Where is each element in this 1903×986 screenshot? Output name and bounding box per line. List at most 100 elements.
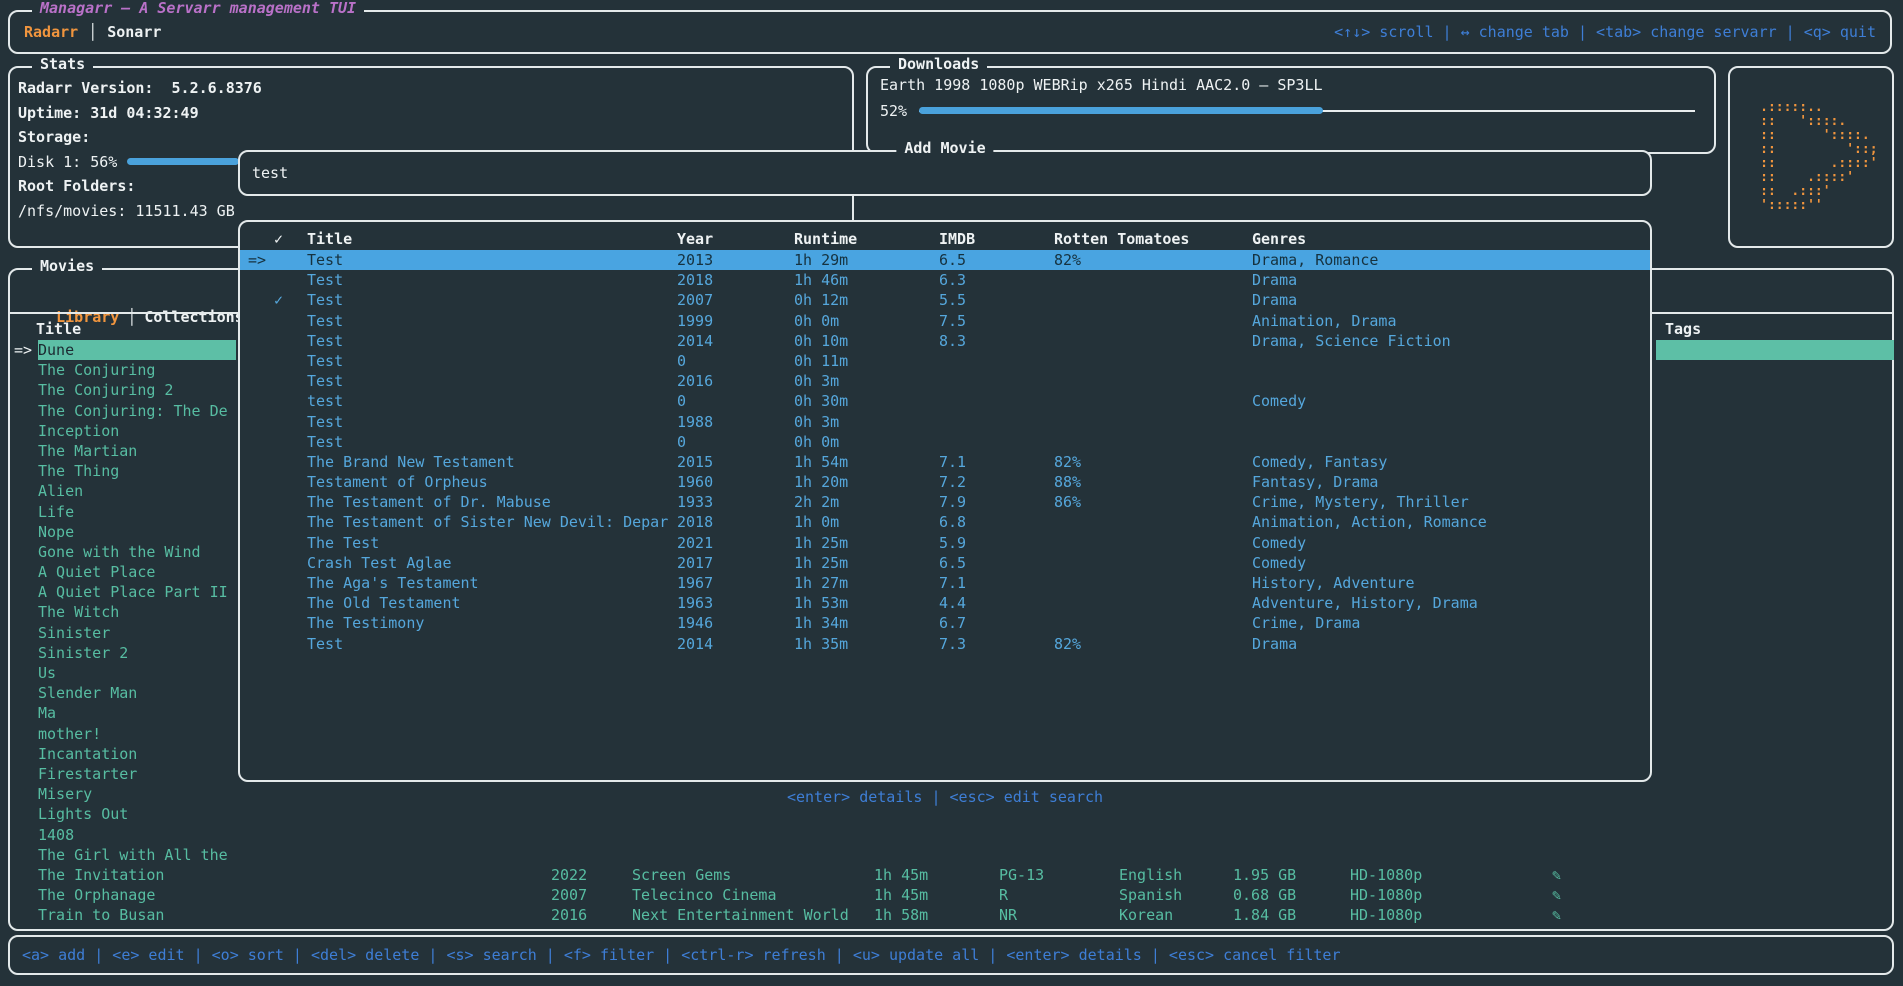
library-movie-item[interactable]: Gone with the Wind [10, 542, 236, 562]
library-movie-item[interactable]: Nope [10, 522, 236, 542]
library-movie-item[interactable]: The Martian [10, 441, 236, 461]
result-row[interactable]: Test 0 0h 11m [240, 351, 1650, 371]
result-year: 0 [677, 432, 687, 451]
result-row[interactable]: Test 1988 0h 3m [240, 412, 1650, 432]
selection-arrow [248, 512, 274, 532]
movie-title: The Thing [38, 462, 120, 481]
result-row[interactable]: Test 2016 0h 3m [240, 371, 1650, 391]
selection-arrow [10, 441, 38, 461]
result-imdb: 7.2 [939, 473, 967, 492]
result-row[interactable]: The Testament of Sister New Devil: Depar… [240, 512, 1650, 532]
library-table-row[interactable]: 2022 Screen Gems 1h 45m PG-13 English 1.… [551, 865, 1592, 885]
result-row[interactable]: Test 0 0h 0m [240, 432, 1650, 452]
result-row[interactable]: Test 2014 0h 10m 8.3 Drama, Science Fict… [240, 331, 1650, 351]
result-year: 2007 [677, 291, 714, 310]
result-rotten-tomatoes [1054, 432, 1252, 452]
result-year: 2017 [677, 553, 714, 572]
selection-arrow [10, 905, 38, 925]
download-item[interactable]: Earth 1998 1080p WEBRip x265 Hindi AAC2.… [880, 76, 1323, 94]
add-movie-title: Add Movie [896, 139, 994, 157]
added-check-icon [274, 250, 307, 270]
movie-title: Sinister 2 [38, 643, 129, 662]
result-title: Test [307, 291, 344, 310]
disk-usage-gauge [127, 157, 327, 166]
result-row[interactable]: The Test 2021 1h 25m 5.9 Comedy [240, 533, 1650, 553]
library-movie-item[interactable]: 1408 [10, 825, 236, 845]
selection-arrow [10, 764, 38, 784]
library-movie-item[interactable]: Firestarter [10, 764, 236, 784]
result-row[interactable]: Test 2014 1h 35m 7.3 82% Drama [240, 634, 1650, 654]
result-row[interactable]: Testament of Orpheus 1960 1h 20m 7.2 88%… [240, 472, 1650, 492]
result-row[interactable]: ✓ Test 2007 0h 12m 5.5 Drama [240, 290, 1650, 310]
search-input[interactable]: test [252, 164, 289, 182]
rotten-tomatoes-column-header: Rotten Tomatoes [1054, 230, 1190, 248]
result-row[interactable]: test 0 0h 30m Comedy [240, 391, 1650, 411]
library-movie-item[interactable]: => Dune [10, 340, 236, 361]
library-movie-item[interactable]: Inception [10, 421, 236, 441]
result-row[interactable]: Test 1999 0h 0m 7.5 Animation, Drama [240, 311, 1650, 331]
library-movie-item[interactable]: mother! [10, 724, 236, 744]
added-check-icon [274, 472, 307, 492]
library-table-row[interactable]: 2007 Telecinco Cinema 1h 45m R Spanish 0… [551, 885, 1592, 905]
result-runtime: 0h 3m [794, 412, 840, 431]
library-movie-item[interactable]: The Invitation [10, 865, 236, 885]
selection-arrow [10, 481, 38, 501]
library-movie-item[interactable]: The Girl with All the [10, 845, 236, 865]
selection-arrow [248, 452, 274, 472]
library-movie-item[interactable]: Alien [10, 481, 236, 501]
result-row[interactable]: The Aga's Testament 1967 1h 27m 7.1 Hist… [240, 573, 1650, 593]
result-row[interactable]: Crash Test Aglae 2017 1h 25m 6.5 Comedy [240, 553, 1650, 573]
library-movie-item[interactable]: Ma [10, 703, 236, 723]
result-row[interactable]: The Testament of Dr. Mabuse 1933 2h 2m 7… [240, 492, 1650, 512]
result-row[interactable]: => Test 2013 1h 29m 6.5 82% Drama, Roman… [240, 250, 1650, 271]
result-row[interactable]: The Old Testament 1963 1h 53m 4.4 Advent… [240, 593, 1650, 613]
selected-row-tags-cell[interactable] [1656, 340, 1894, 360]
selection-arrow [10, 421, 38, 441]
library-table-row[interactable]: 2016 Next Entertainment World 1h 58m NR … [551, 905, 1592, 925]
library-movie-item[interactable]: A Quiet Place Part II [10, 582, 236, 602]
result-genres: Crime, Drama [1252, 614, 1361, 633]
movie-title: A Quiet Place Part II [38, 583, 228, 602]
year-column-header: Year [677, 230, 714, 248]
library-movie-item[interactable]: Slender Man [10, 683, 236, 703]
added-check-icon: ✓ [274, 291, 284, 310]
movie-title: Inception [38, 421, 120, 440]
library-movie-item[interactable]: Sinister [10, 623, 236, 643]
selection-arrow [248, 553, 274, 573]
library-movie-item[interactable]: Lights Out [10, 804, 236, 824]
movie-year: 2022 [551, 866, 588, 884]
result-rotten-tomatoes [1054, 593, 1252, 613]
library-movie-item[interactable]: The Conjuring 2 [10, 380, 236, 400]
result-runtime: 2h 2m [794, 493, 840, 512]
tab-radarr[interactable]: Radarr [24, 23, 79, 41]
movie-quality: HD-1080p [1350, 906, 1423, 925]
result-row[interactable]: The Brand New Testament 2015 1h 54m 7.1 … [240, 452, 1650, 472]
library-movie-item[interactable]: The Conjuring: The De [10, 401, 236, 421]
result-rotten-tomatoes [1054, 512, 1252, 532]
movie-title: The Conjuring: The De [38, 401, 228, 420]
library-movie-item[interactable]: Incantation [10, 744, 236, 764]
library-movie-item[interactable]: Life [10, 502, 236, 522]
library-movie-item[interactable]: Us [10, 663, 236, 683]
library-movie-item[interactable]: The Conjuring [10, 360, 236, 380]
footer-keybind-bar: <a> add | <e> edit | <o> sort | <del> de… [8, 935, 1894, 975]
movie-title: mother! [38, 724, 102, 743]
selection-arrow [10, 683, 38, 703]
library-movie-item[interactable]: Misery [10, 784, 236, 804]
movie-title: Firestarter [38, 764, 138, 783]
selection-arrow [10, 643, 38, 663]
selection-arrow [248, 492, 274, 512]
movie-title: Ma [38, 704, 57, 723]
selection-arrow [10, 522, 38, 542]
library-movie-item[interactable]: Train to Busan [10, 905, 236, 925]
library-movie-item[interactable]: Sinister 2 [10, 643, 236, 663]
result-imdb: 6.7 [939, 614, 967, 633]
tab-sonarr[interactable]: Sonarr [107, 23, 162, 41]
library-movie-item[interactable]: The Thing [10, 461, 236, 481]
library-movie-item[interactable]: The Witch [10, 602, 236, 622]
tab-collections[interactable]: Collections [144, 308, 244, 326]
result-row[interactable]: The Testimony 1946 1h 34m 6.7 Crime, Dra… [240, 613, 1650, 633]
library-movie-item[interactable]: The Orphanage [10, 885, 236, 905]
library-movie-item[interactable]: A Quiet Place [10, 562, 236, 582]
result-row[interactable]: Test 2018 1h 46m 6.3 Drama [240, 270, 1650, 290]
